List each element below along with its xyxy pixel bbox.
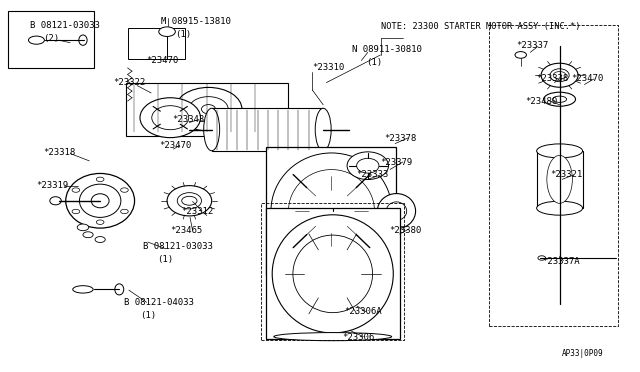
Ellipse shape <box>143 36 170 52</box>
Ellipse shape <box>387 202 406 220</box>
Text: *23480: *23480 <box>525 97 557 106</box>
Ellipse shape <box>543 92 575 106</box>
Ellipse shape <box>167 186 212 216</box>
Ellipse shape <box>92 194 109 208</box>
Text: *23470: *23470 <box>159 141 191 150</box>
Ellipse shape <box>50 197 61 205</box>
Text: NOTE: 23300 STARTER MOTOR ASSY (INC.*): NOTE: 23300 STARTER MOTOR ASSY (INC.*) <box>381 22 580 31</box>
Ellipse shape <box>77 224 89 231</box>
Text: N 08911-30810: N 08911-30810 <box>352 45 422 54</box>
Ellipse shape <box>177 193 202 209</box>
Ellipse shape <box>537 144 582 158</box>
Text: (2): (2) <box>43 34 59 43</box>
Ellipse shape <box>83 232 93 238</box>
Ellipse shape <box>271 153 392 269</box>
Ellipse shape <box>356 158 379 173</box>
Text: *23465: *23465 <box>170 226 202 235</box>
Text: (1): (1) <box>157 255 173 264</box>
Ellipse shape <box>293 235 372 312</box>
Bar <box>127 28 185 59</box>
Ellipse shape <box>79 35 87 45</box>
Circle shape <box>120 188 128 192</box>
Ellipse shape <box>73 286 93 293</box>
Text: *23378: *23378 <box>384 134 416 142</box>
Text: *23312: *23312 <box>181 207 213 217</box>
Ellipse shape <box>289 170 374 253</box>
Text: *23470: *23470 <box>572 74 604 83</box>
Text: *23337: *23337 <box>516 41 548 50</box>
Circle shape <box>515 52 527 58</box>
Text: *23319: *23319 <box>36 182 68 190</box>
Bar <box>125 83 288 136</box>
Circle shape <box>553 71 566 79</box>
Bar <box>266 208 399 339</box>
Circle shape <box>72 188 80 192</box>
Text: *23380: *23380 <box>389 226 421 235</box>
Ellipse shape <box>378 193 415 229</box>
Bar <box>8 11 94 68</box>
Ellipse shape <box>552 96 566 102</box>
Text: *23310: *23310 <box>312 63 344 72</box>
Text: *23306A: *23306A <box>344 307 382 316</box>
Text: B 08121-03033: B 08121-03033 <box>30 21 100 30</box>
Ellipse shape <box>316 108 331 151</box>
Ellipse shape <box>175 87 242 131</box>
Text: AP33|0P09: AP33|0P09 <box>562 349 604 358</box>
Ellipse shape <box>95 237 105 243</box>
Ellipse shape <box>140 98 200 138</box>
Ellipse shape <box>115 284 124 295</box>
Ellipse shape <box>547 155 572 203</box>
Text: M 08915-13810: M 08915-13810 <box>161 17 230 26</box>
Circle shape <box>72 209 80 214</box>
Circle shape <box>97 220 104 224</box>
Ellipse shape <box>272 215 394 333</box>
Ellipse shape <box>202 105 216 114</box>
Text: *23379: *23379 <box>381 157 413 167</box>
Circle shape <box>182 196 197 205</box>
Text: *23333: *23333 <box>356 170 388 179</box>
Circle shape <box>97 177 104 182</box>
Text: *23470: *23470 <box>147 56 179 65</box>
Ellipse shape <box>189 97 228 122</box>
Text: *23337A: *23337A <box>541 257 579 266</box>
Ellipse shape <box>347 152 388 180</box>
Circle shape <box>159 27 175 36</box>
Ellipse shape <box>133 31 179 57</box>
Text: *23343: *23343 <box>172 115 204 124</box>
Ellipse shape <box>541 63 578 87</box>
Bar <box>266 147 396 275</box>
Bar <box>537 151 582 208</box>
Text: B 08121-03033: B 08121-03033 <box>143 243 212 251</box>
Text: *23318: *23318 <box>43 148 75 157</box>
Bar <box>212 109 323 151</box>
Ellipse shape <box>538 256 545 260</box>
Ellipse shape <box>274 333 392 341</box>
Text: *23338: *23338 <box>537 74 569 83</box>
Ellipse shape <box>537 201 582 215</box>
Text: (1): (1) <box>175 30 191 39</box>
Text: *23306: *23306 <box>342 333 374 342</box>
Text: (1): (1) <box>366 58 382 67</box>
Ellipse shape <box>28 36 44 44</box>
Ellipse shape <box>152 106 189 130</box>
Circle shape <box>120 209 128 214</box>
Ellipse shape <box>550 69 569 82</box>
Text: *23321: *23321 <box>550 170 583 179</box>
Ellipse shape <box>204 108 220 151</box>
Text: *23322: *23322 <box>113 78 145 87</box>
Text: (1): (1) <box>140 311 156 320</box>
Ellipse shape <box>79 184 121 217</box>
Text: B 08121-04033: B 08121-04033 <box>124 298 194 307</box>
Ellipse shape <box>66 173 134 228</box>
